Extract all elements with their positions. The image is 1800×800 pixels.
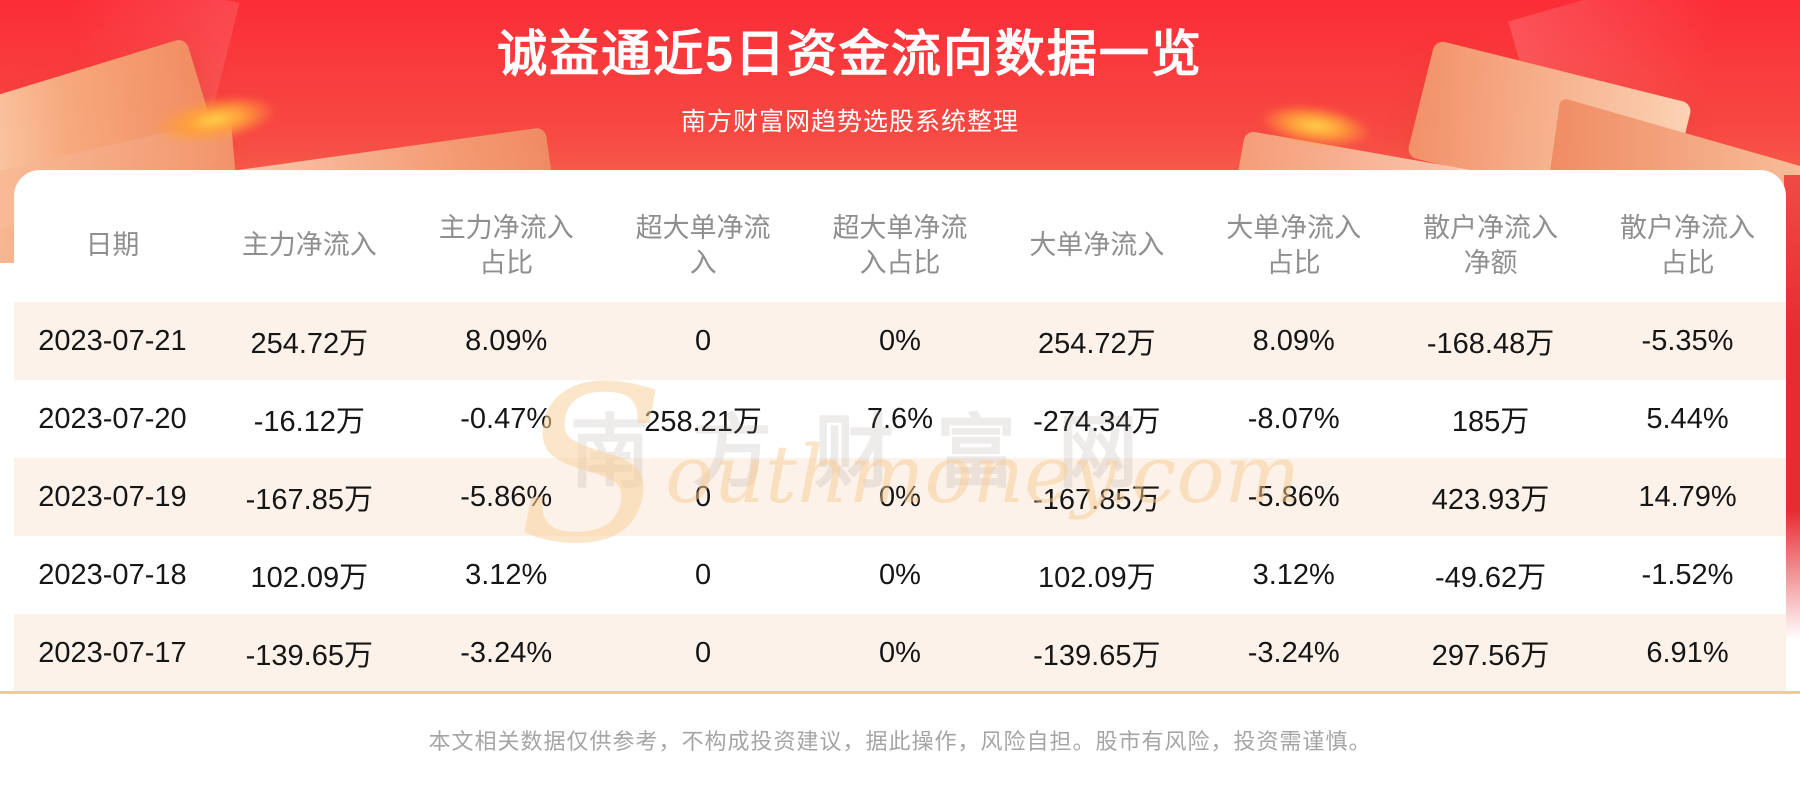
value-cell: -16.12万: [253, 406, 365, 438]
column-header: 日期: [14, 190, 211, 302]
value-cell: 0: [694, 558, 712, 591]
value-cell: 0: [604, 614, 802, 692]
column-header: 超大单净流入: [605, 190, 802, 302]
date-cell: 2023-07-20: [38, 402, 187, 435]
value-cell: 3.12%: [1252, 558, 1335, 591]
value-cell: 254.72万: [998, 302, 1196, 380]
table-header-row: 日期 主力净流入 主力净流入占比 超大单净流入 超大单净流入占比 大单净流入 大单净流入占比…: [14, 190, 1786, 302]
value-cell: 254.72万: [210, 302, 408, 380]
value-cell: 102.09万: [250, 562, 369, 594]
column-header-label: 主力净流入占比: [438, 212, 574, 278]
date-cell: 2023-07-19: [14, 458, 211, 536]
table-row: 2023-07-19 -167.85万 -5.86% 0 0% -167.85万 -5.86…: [14, 458, 1786, 536]
disclaimer: 本文相关数据仅供参考，不构成投资建议，据此操作，风险自担。股市有风险，投资需谨慎…: [428, 729, 1372, 754]
table-row: 2023-07-17 -139.65万 -3.24% 0 0% -139.65万 -3.24…: [14, 614, 1786, 692]
table-row: 2023-07-18 102.09万 3.12% 0 0% 102.09万 3.12% -49…: [14, 536, 1786, 614]
value-cell: 8.09%: [407, 302, 605, 380]
value-cell: -5.86%: [1195, 458, 1393, 536]
data-panel: 日期 主力净流入 主力净流入占比 超大单净流入 超大单净流入占比 大单净流入 大单净流入占比…: [14, 170, 1786, 800]
value-cell: -49.62万: [1434, 562, 1547, 594]
value-cell: 0%: [801, 302, 999, 380]
table-row: 2023-07-20 -16.12万 -0.47% 258.21万 7.6% -274.3…: [14, 380, 1786, 458]
column-header: 大单净流入占比: [1195, 190, 1392, 302]
value-cell: -167.85万: [210, 458, 408, 536]
value-cell: -139.65万: [210, 614, 408, 692]
value-cell: 7.6%: [866, 402, 933, 435]
column-header-label: 超大单净流入占比: [832, 212, 968, 278]
value-cell: 423.93万: [1392, 458, 1589, 536]
value-cell: 8.09%: [1195, 302, 1393, 380]
value-cell: -167.85万: [998, 458, 1196, 536]
column-header: 超大单净流入占比: [802, 190, 999, 302]
table-row: 2023-07-21 254.72万 8.09% 0 0% 254.72万 8.09% -16…: [14, 302, 1786, 380]
column-header: 大单净流入: [998, 190, 1195, 302]
value-cell: 6.91%: [1589, 614, 1786, 692]
value-cell: 0%: [801, 458, 999, 536]
value-cell: -168.48万: [1392, 302, 1589, 380]
value-cell: 185万: [1451, 406, 1530, 438]
value-cell: -274.34万: [1033, 406, 1161, 438]
value-cell: -5.35%: [1589, 302, 1786, 380]
date-cell: 2023-07-21: [14, 302, 211, 380]
column-header-label: 散户净流入占比: [1620, 212, 1755, 278]
column-header: 散户净流入净额: [1392, 190, 1589, 302]
value-cell: -3.24%: [407, 614, 605, 692]
column-header-label: 大单净流入占比: [1226, 212, 1362, 278]
value-cell: -139.65万: [998, 614, 1196, 692]
date-cell: 2023-07-18: [38, 558, 187, 591]
bottom-divider: [0, 691, 1800, 694]
value-cell: -1.52%: [1641, 558, 1734, 591]
column-header-label: 超大单净流入: [635, 212, 771, 278]
column-header-label: 大单净流入: [1029, 230, 1165, 261]
value-cell: 0%: [878, 558, 921, 591]
table-body: 2023-07-21 254.72万 8.09% 0 0% 254.72万 8.09% -16…: [14, 302, 1786, 692]
banner-text: 诚益通近5日资金流向数据一览 南方财富网趋势选股系统整理: [0, 0, 1700, 138]
value-cell: 5.44%: [1646, 402, 1729, 435]
page-subtitle: 南方财富网趋势选股系统整理: [680, 107, 1019, 136]
column-header: 主力净流入: [211, 190, 408, 302]
fund-flow-table: 日期 主力净流入 主力净流入占比 超大单净流入 超大单净流入占比 大单净流入 大单净流入占比…: [14, 190, 1786, 692]
column-header-label: 日期: [85, 230, 140, 261]
value-cell: 258.21万: [644, 406, 762, 438]
value-cell: 0: [604, 458, 802, 536]
value-cell: -5.86%: [407, 458, 605, 536]
value-cell: -3.24%: [1195, 614, 1393, 692]
date-cell: 2023-07-17: [14, 614, 211, 692]
value-cell: 297.56万: [1392, 614, 1589, 692]
value-cell: 14.79%: [1589, 458, 1786, 536]
column-header: 主力净流入占比: [408, 190, 605, 302]
value-cell: 0%: [801, 614, 999, 692]
value-cell: 0: [604, 302, 802, 380]
column-header-label: 主力净流入: [241, 230, 377, 261]
column-header-label: 散户净流入净额: [1423, 212, 1559, 278]
value-cell: 102.09万: [1037, 562, 1156, 594]
value-cell: -8.07%: [1247, 402, 1340, 435]
value-cell: -0.47%: [460, 402, 553, 435]
page-title: 诚益通近5日资金流向数据一览: [497, 26, 1203, 82]
value-cell: 3.12%: [465, 558, 548, 591]
red-ribbon-decoration: [1784, 175, 1800, 640]
column-header: 散户净流入占比: [1589, 190, 1786, 302]
